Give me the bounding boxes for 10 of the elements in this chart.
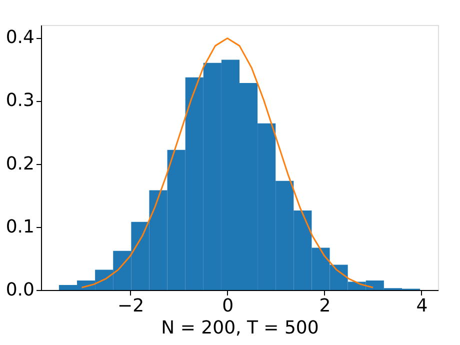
y-tick-label: 0.0 <box>6 280 34 300</box>
x-tick-label: 2 <box>319 296 331 316</box>
x-tick-label: 4 <box>416 296 428 316</box>
y-tick-label: 0.2 <box>6 153 34 174</box>
y-tick-label: 0.3 <box>6 90 34 112</box>
y-tick-label: 0.4 <box>6 27 34 48</box>
x-axis-title: N = 200, T = 500 <box>161 318 319 338</box>
x-tick-label: 0 <box>222 296 234 316</box>
y-tick-label: 0.1 <box>6 216 34 238</box>
x-tick-label: −2 <box>118 296 144 316</box>
